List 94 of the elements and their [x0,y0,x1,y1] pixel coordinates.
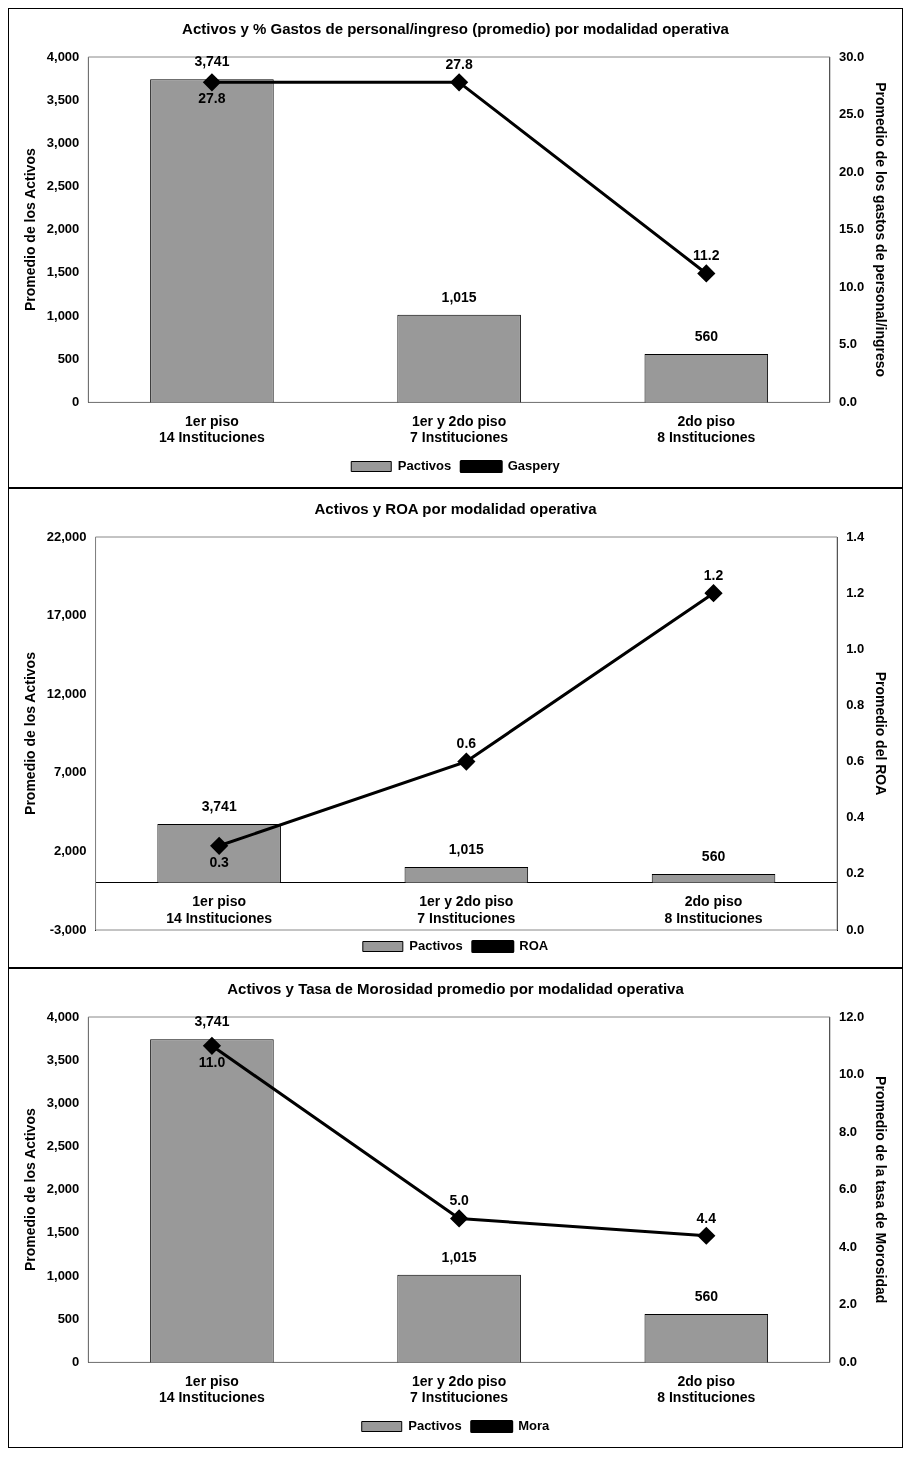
y2-tick-label: 10.0 [838,1066,865,1082]
legend-label: ROA [519,938,549,954]
x-tick-label: 2do piso 8 Instituciones [657,1372,756,1406]
y-tick-label: -3,000 [49,921,87,937]
y-axis-title: Promedio de los Activos [22,148,39,312]
legend-label: Gaspery [507,458,561,474]
y-tick-label: 3,500 [46,91,80,107]
chart-title: Activos y % Gastos de personal/ingreso (promedio) por modalidad operativa [182,20,730,38]
y2-tick-label: 0.4 [846,809,865,825]
y2-tick-label: 5.0 [838,336,857,352]
y-tick-label: 17,000 [46,607,87,623]
data-label: 11.2 [693,247,720,264]
data-label: 4.4 [696,1209,717,1226]
y2-tick-label: 10.0 [838,278,865,294]
y2-tick-label: 0.0 [838,393,857,409]
y2-axis-title: Promedio de la tasa de Morosidad [872,1076,889,1304]
y-tick-label: 0 [72,393,80,409]
chart-title: Activos y Tasa de Morosidad promedio por modalidad operativa [227,980,685,998]
y-axis-title: Promedio de los Activos [22,651,39,815]
y-tick-label: 1,000 [46,307,80,323]
y2-axis-title: Promedio del ROA [872,671,889,796]
y-tick-label: 12,000 [46,685,87,701]
point [203,1037,221,1055]
legend-label: Pactivos [408,1418,462,1434]
y-tick-label: 2,500 [46,1138,80,1154]
y-tick-label: 2,000 [46,1181,80,1197]
y2-tick-label: 0.6 [846,753,865,769]
y2-tick-label: 0.2 [846,865,865,881]
y2-tick-label: 1.2 [846,584,865,600]
y2-tick-label: 0.8 [846,697,865,713]
y2-tick-label: 12.0 [838,1008,865,1024]
data-label: 560 [694,327,719,344]
x-tick-label: 2do piso 8 Instituciones [657,412,756,446]
y-tick-label: 4,000 [46,48,80,64]
y2-tick-label: 20.0 [838,163,865,179]
y-axis-title: Promedio de los Activos [22,1108,39,1272]
y2-tick-label: 4.0 [838,1238,857,1254]
y2-tick-label: 0.0 [846,921,865,937]
x-tick-label: 1er piso 14 Instituciones [166,893,273,926]
y-tick-label: 1,500 [46,1224,80,1240]
chart-title: Activos y ROA por modalidad operativa [314,500,598,518]
data-label: 5.0 [449,1192,470,1209]
y2-axis-title: Promedio de los gastos de personal/ingreso [872,82,889,378]
legend-label: Pactivos [409,938,463,954]
y-tick-label: 22,000 [46,528,87,544]
point [450,1209,468,1227]
data-label: 3,741 [194,1013,230,1030]
legend-label: Pactivos [397,458,452,474]
y-tick-label: 4,000 [46,1008,80,1024]
y-tick-label: 2,000 [54,842,87,858]
y-tick-label: 3,000 [46,134,80,150]
data-label: 3,741 [201,797,237,814]
y-tick-label: 1,000 [46,1267,80,1283]
data-label: 0.3 [209,853,230,870]
y-tick-label: 500 [57,1310,80,1326]
data-label: 1,015 [441,1248,477,1265]
point [210,837,228,855]
y2-tick-label: 1.4 [846,528,865,544]
data-label: 11.0 [198,1053,226,1070]
point [457,753,475,771]
y-tick-label: 2,500 [46,178,80,194]
y2-tick-label: 8.0 [838,1123,857,1139]
data-label: 1,015 [441,288,477,305]
data-label: 0.6 [456,735,477,752]
point [705,584,723,602]
data-label: 27.8 [445,56,473,73]
point [697,1227,715,1245]
y2-tick-label: 25.0 [838,106,865,122]
y2-tick-label: 6.0 [838,1181,857,1197]
x-tick-label: 1er y 2do piso 7 Instituciones [417,893,516,926]
data-label: 560 [701,847,726,864]
x-tick-label: 1er piso 14 Instituciones [159,412,266,446]
y-tick-label: 1,500 [46,264,80,280]
y2-tick-label: 2.0 [838,1296,857,1312]
x-tick-label: 1er piso 14 Instituciones [159,1372,266,1406]
data-label: 1.2 [703,567,724,583]
x-tick-label: 1er y 2do piso 7 Instituciones [410,1372,509,1406]
y-tick-label: 0 [72,1353,80,1369]
data-label: 27.8 [198,90,226,107]
y-tick-label: 500 [57,350,80,366]
x-tick-label: 2do piso 8 Instituciones [664,893,763,926]
data-label: 560 [694,1287,719,1304]
x-tick-label: 1er y 2do piso 7 Instituciones [410,412,509,446]
y2-tick-label: 15.0 [838,221,865,237]
y2-tick-label: 0.0 [838,1353,857,1369]
y-tick-label: 3,500 [46,1051,80,1067]
legend-label: Mora [518,1418,551,1434]
y-tick-label: 7,000 [54,764,87,780]
y-tick-label: 3,000 [46,1094,80,1110]
y2-tick-label: 1.0 [846,640,865,656]
data-label: 3,741 [194,53,230,70]
data-label: 1,015 [448,840,485,857]
y-tick-label: 2,000 [46,221,80,237]
y2-tick-label: 30.0 [838,48,865,64]
